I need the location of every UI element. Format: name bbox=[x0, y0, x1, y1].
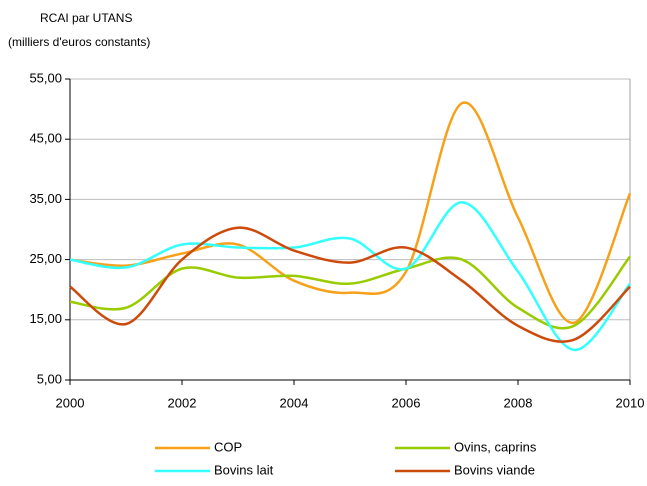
x-tick-label: 2006 bbox=[392, 395, 421, 410]
x-tick-label: 2000 bbox=[56, 395, 85, 410]
legend-label: COP bbox=[214, 439, 242, 454]
y-tick-label: 45,00 bbox=[29, 131, 62, 146]
y-axis-label: (milliers d'euros constants) bbox=[8, 35, 150, 49]
y-tick-label: 5,00 bbox=[37, 371, 62, 386]
x-tick-label: 2010 bbox=[616, 395, 645, 410]
legend-label: Bovins lait bbox=[214, 462, 274, 477]
x-tick-label: 2002 bbox=[168, 395, 197, 410]
x-tick-label: 2004 bbox=[280, 395, 309, 410]
series-line bbox=[69, 101, 632, 325]
y-axis-label: RCAI par UTANS bbox=[40, 11, 132, 25]
series-line bbox=[69, 201, 631, 352]
series-line bbox=[69, 226, 631, 343]
y-tick-label: 25,00 bbox=[29, 251, 62, 266]
y-tick-label: 35,00 bbox=[29, 191, 62, 206]
legend-label: Bovins viande bbox=[454, 462, 535, 477]
legend-label: Ovins, caprins bbox=[454, 439, 537, 454]
y-tick-label: 15,00 bbox=[29, 311, 62, 326]
x-tick-label: 2008 bbox=[504, 395, 533, 410]
y-tick-label: 55,00 bbox=[29, 70, 62, 85]
